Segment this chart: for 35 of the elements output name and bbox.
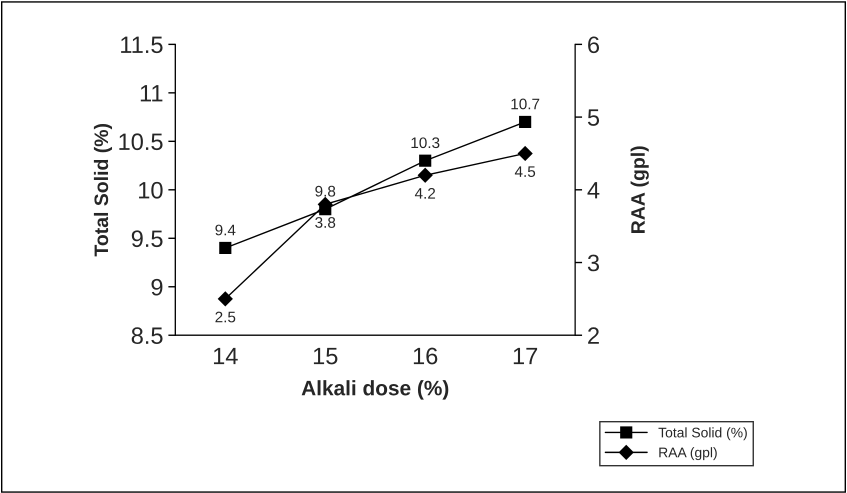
point	[219, 242, 232, 254]
data-label: 9.4	[215, 224, 236, 236]
data-label: 2.5	[215, 312, 236, 322]
y-tick-label: 9	[152, 278, 162, 296]
point	[519, 116, 532, 128]
x-tick-label: 16	[414, 348, 438, 364]
y-tick-label: 11.5	[121, 36, 163, 54]
y2-axis-title: RAA (gpl)	[630, 146, 649, 233]
data-label: 10.7	[511, 98, 540, 110]
x-tick-label: 14	[214, 348, 238, 364]
y2-tick-label: 2	[588, 327, 599, 344]
data-label: 9.8	[315, 186, 336, 197]
point	[518, 146, 533, 161]
y2-tick-label: 6	[588, 36, 600, 54]
y-tick-label: 8.5	[132, 327, 163, 344]
x-axis-title: Alkali dose (%)	[302, 380, 448, 400]
y2-tick-label: 3	[588, 254, 600, 272]
y-tick-label: 9.5	[132, 230, 163, 248]
x-tick-label: 17	[514, 348, 538, 364]
point	[218, 291, 233, 306]
legend-label: RAA (gpl)	[659, 447, 717, 460]
legend-label: Total Solid (%)	[658, 427, 747, 440]
data-label: 3.8	[315, 217, 336, 228]
y-tick-label: 10	[139, 182, 163, 199]
data-label: 4.2	[414, 188, 436, 199]
point	[419, 154, 432, 167]
data-label: 4.5	[514, 166, 536, 177]
y-tick-label: 11	[140, 85, 162, 102]
y-tick-label: 10.5	[119, 133, 163, 150]
y-axis-title: Total Solid (%)	[94, 124, 112, 256]
x-tick-label: 15	[314, 348, 338, 364]
y2-tick-label: 4	[587, 182, 600, 198]
y2-tick-label: 5	[588, 109, 600, 126]
point	[418, 168, 433, 183]
data-label: 10.3	[411, 137, 440, 148]
